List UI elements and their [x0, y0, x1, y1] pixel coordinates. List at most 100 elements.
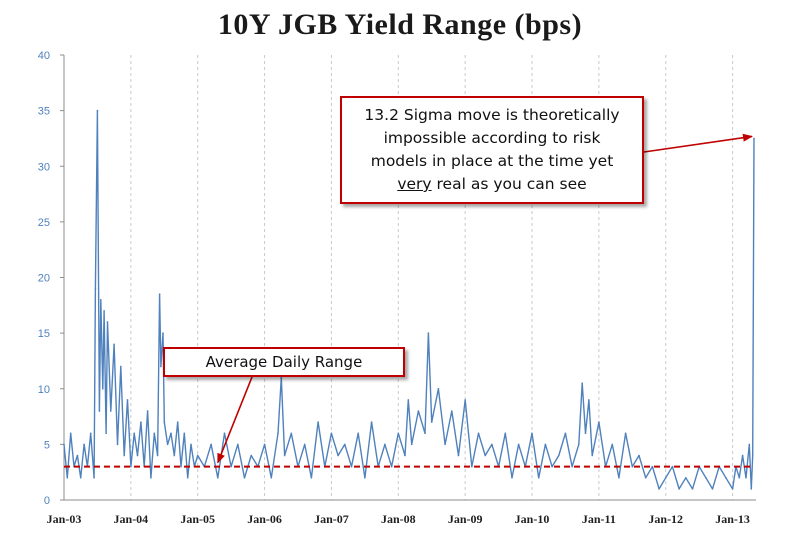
x-tick-label: Jan-06: [247, 512, 282, 526]
data-point: [94, 287, 97, 290]
data-point: [471, 465, 473, 468]
data-point: [631, 465, 634, 468]
data-point: [163, 421, 166, 423]
data-point: [404, 454, 406, 457]
data-point: [571, 465, 573, 468]
x-tick-label: Jan-05: [180, 512, 215, 526]
data-point: [531, 432, 533, 435]
data-point: [651, 465, 654, 468]
data-point: [711, 488, 714, 490]
average-arrow: [217, 376, 253, 464]
data-point: [384, 443, 386, 446]
x-tick-label: Jan-13: [715, 512, 750, 526]
data-point: [427, 332, 430, 334]
data-point: [116, 443, 119, 446]
data-point: [66, 476, 69, 479]
data-point: [243, 476, 246, 479]
data-point: [101, 387, 104, 390]
data-point: [79, 476, 82, 479]
sigma-callout-line-1: 13.2 Sigma move is theoretically: [364, 106, 620, 124]
sigma-callout-line-4-rest: real as you can see: [431, 175, 587, 193]
data-point: [110, 410, 112, 412]
data-point: [491, 443, 493, 446]
data-point: [437, 387, 440, 390]
data-point: [210, 443, 212, 446]
data-point: [120, 365, 122, 368]
data-point: [748, 443, 751, 446]
data-point: [511, 476, 513, 479]
data-point: [390, 465, 393, 468]
annotation-arrows: [217, 133, 753, 464]
y-tick-label: 5: [44, 439, 50, 451]
data-point: [741, 454, 744, 457]
data-point: [126, 399, 129, 401]
data-point: [330, 432, 333, 435]
data-point: [591, 454, 593, 457]
x-tick-label: Jan-07: [314, 512, 349, 526]
data-point: [303, 443, 306, 446]
data-point: [162, 332, 164, 334]
data-point: [196, 454, 199, 457]
data-point: [644, 476, 647, 479]
data-point: [337, 454, 339, 457]
data-point: [158, 293, 161, 295]
data-point: [725, 476, 727, 479]
data-point: [156, 454, 159, 457]
data-point: [410, 443, 413, 446]
data-point: [564, 432, 567, 435]
data-point: [69, 432, 72, 435]
data-point: [290, 432, 293, 435]
data-point: [397, 432, 400, 435]
data-point: [517, 443, 520, 446]
data-point: [140, 421, 142, 423]
data-point: [63, 443, 65, 446]
y-tick-label: 30: [38, 161, 50, 173]
x-tick-label: Jan-10: [515, 512, 550, 526]
sigma-callout-line-2: impossible according to risk: [383, 129, 601, 147]
data-point: [424, 432, 426, 435]
data-point: [745, 476, 747, 479]
sigma-callout-line-4: very real as you can see: [342, 173, 642, 196]
data-point: [588, 399, 590, 401]
y-tick-labels: 0 5 10 15 20 25 30 35 40: [38, 50, 50, 507]
data-point: [551, 465, 553, 468]
data-point: [263, 443, 266, 446]
data-point: [180, 465, 182, 468]
data-point: [123, 454, 125, 457]
data-point: [370, 421, 373, 423]
data-point: [190, 443, 192, 446]
average-callout: Average Daily Range: [163, 347, 405, 377]
data-point: [664, 476, 667, 479]
data-point: [76, 454, 79, 457]
x-tick-label: Jan-03: [47, 512, 82, 526]
data-point: [146, 410, 149, 412]
data-point: [691, 488, 694, 490]
data-point: [738, 476, 741, 479]
data-point: [678, 488, 680, 490]
data-point: [223, 432, 226, 435]
data-point: [457, 454, 460, 457]
data-point: [750, 488, 753, 490]
data-point: [105, 432, 107, 435]
data-point: [705, 476, 707, 479]
data-point: [153, 432, 156, 435]
data-point: [277, 432, 279, 435]
data-point: [658, 488, 660, 490]
y-tick-label: 10: [38, 384, 50, 396]
data-point: [173, 454, 176, 457]
data-point: [584, 432, 587, 435]
x-tick-label: Jan-09: [448, 512, 483, 526]
data-point: [186, 476, 189, 479]
data-point: [350, 465, 353, 468]
x-tick-labels: Jan-03 Jan-04 Jan-05 Jan-06 Jan-07 Jan-08 Jan-…: [47, 512, 750, 526]
data-point: [417, 410, 420, 412]
data-point: [624, 432, 627, 435]
x-tick-label: Jan-08: [381, 512, 416, 526]
data-point: [99, 298, 102, 301]
data-point: [450, 410, 453, 412]
data-point: [150, 476, 152, 479]
data-point: [611, 443, 614, 446]
data-point: [283, 454, 286, 457]
data-point: [96, 109, 99, 112]
